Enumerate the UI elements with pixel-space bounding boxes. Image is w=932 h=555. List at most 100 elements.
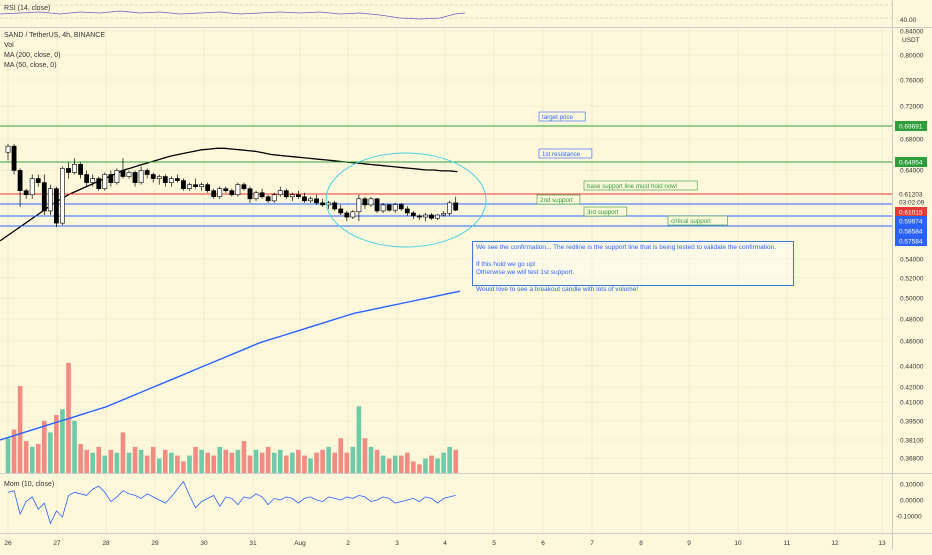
volume-bar <box>229 452 235 473</box>
candle-body <box>199 184 204 187</box>
volume-bar <box>163 449 168 473</box>
candle-body <box>211 190 217 198</box>
time-tick: 30 <box>200 540 208 547</box>
candle-body <box>289 194 295 198</box>
candle-body <box>416 215 422 218</box>
candle-body <box>114 170 120 183</box>
volume-bar <box>84 449 89 473</box>
volume-bar <box>332 452 337 473</box>
volume-bar <box>42 420 47 473</box>
ma200-label: MA (200, close, 0) <box>4 52 61 59</box>
ma200-path <box>0 290 461 441</box>
candle-body <box>144 170 150 175</box>
candle-body <box>72 164 77 173</box>
volume-bar <box>368 446 374 473</box>
candle-body <box>96 178 102 189</box>
volume-bars <box>5 362 458 473</box>
candle-body <box>108 174 114 183</box>
volume-bar <box>48 432 53 473</box>
price-tag-bg <box>895 236 927 246</box>
volume-bar <box>17 386 23 473</box>
volume-bar <box>108 449 114 473</box>
candle-body <box>368 198 374 206</box>
volume-bar <box>380 455 386 473</box>
volume-bar <box>54 415 59 473</box>
candle-body <box>410 212 416 217</box>
candle-body <box>90 178 96 183</box>
candle-body <box>175 178 180 181</box>
volume-bar <box>296 449 301 473</box>
candle-body <box>241 184 247 189</box>
volume-bar <box>302 455 307 473</box>
candle-body <box>23 190 29 196</box>
symbol-title: SAND / TetherUS, 4h, BINANCE <box>4 32 106 39</box>
price-tick: 0.44000 <box>900 364 924 371</box>
analysis-note: We see the confirmation... The redline i… <box>472 241 794 293</box>
time-tick: 27 <box>53 540 61 547</box>
candle-body <box>283 190 289 198</box>
label-text: 1st resistance <box>542 151 581 158</box>
time-tick: 29 <box>151 540 159 547</box>
volume-bar <box>5 438 11 473</box>
label-box <box>538 148 593 159</box>
highlight-ellipse <box>325 152 487 248</box>
volume-bar <box>78 444 83 473</box>
volume-bar <box>169 452 174 473</box>
candle-body <box>102 174 108 189</box>
price-tick: 0.42000 <box>900 385 924 392</box>
volume-bar <box>175 455 180 473</box>
candle-body <box>47 188 53 212</box>
volume-bar <box>338 438 344 473</box>
price-tag-text: 0.58584 <box>899 229 923 236</box>
volume-bar <box>259 452 265 473</box>
candle-body <box>187 184 192 189</box>
volume-bar <box>392 455 398 473</box>
candle-body <box>356 198 362 213</box>
price-axis[interactable]: 0.84000 0.80000 0.76000 0.72000 0.68000 0.640… <box>896 29 924 521</box>
time-axis[interactable]: 26 27 28 29 30 31 Aug 2 3 4 5 6 7 8 9 10 11 12 13 <box>4 540 886 547</box>
volume-bar <box>126 452 132 473</box>
candle-body <box>253 192 259 200</box>
candle-body <box>35 178 41 183</box>
candle-body <box>374 198 380 212</box>
volume-bar <box>193 446 198 473</box>
time-tick: 5 <box>492 540 496 547</box>
volume-bar <box>29 446 35 473</box>
volume-bar <box>181 461 186 473</box>
volume-bar <box>187 455 192 473</box>
volume-bar <box>314 452 319 473</box>
volume-bar <box>102 455 108 473</box>
time-tick: 11 <box>784 540 791 547</box>
price-tag-bg <box>895 216 927 226</box>
ma50-line <box>0 147 458 242</box>
volume-bar <box>441 452 446 473</box>
volume-bar <box>120 432 126 473</box>
candle-body <box>156 176 162 179</box>
candle-body <box>265 196 271 202</box>
volume-bar <box>435 458 440 473</box>
label-box <box>538 111 586 122</box>
price-tick: 0.84000 <box>900 29 924 36</box>
rsi-title: RSI (14, close) <box>4 5 50 12</box>
volume-bar <box>417 464 422 473</box>
volume-bar <box>156 458 162 473</box>
volume-bar <box>72 420 77 473</box>
volume-bar <box>223 449 229 473</box>
mom-title: Mom (10, close) <box>4 481 55 488</box>
candle-body <box>78 164 83 175</box>
price-tick: 0.76000 <box>900 78 924 85</box>
candle-body <box>344 212 350 218</box>
candle-body <box>332 202 338 210</box>
price-tag-text: 0.59974 <box>899 219 923 226</box>
candle-body <box>404 208 410 214</box>
volume-bar <box>132 446 138 473</box>
price-tick: 0.64000 <box>900 168 924 175</box>
candle-body <box>162 176 168 183</box>
volume-bar <box>411 461 416 473</box>
volume-bar <box>453 449 458 473</box>
candle-body <box>247 188 253 200</box>
candle-body <box>11 145 17 171</box>
candle-body <box>66 168 71 173</box>
candle-body <box>302 196 307 202</box>
